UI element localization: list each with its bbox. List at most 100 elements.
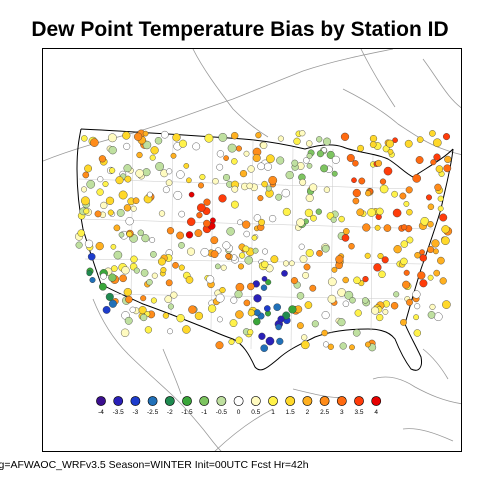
station-marker [138,306,147,315]
station-marker [288,305,297,314]
station-marker [261,260,269,269]
station-marker [185,231,194,239]
station-marker [230,296,238,304]
station-marker [253,214,262,222]
station-marker [374,224,381,231]
station-marker [235,282,245,292]
legend-tick-label: -1.5 [181,409,193,416]
station-marker [426,194,433,201]
station-marker [339,342,347,350]
station-marker [239,252,246,259]
station-marker [416,136,424,143]
station-marker [86,270,93,277]
station-marker [381,256,389,264]
station-marker [302,271,309,279]
station-marker [390,302,399,310]
station-marker [166,227,175,235]
station-marker [81,196,90,206]
station-marker [437,256,445,265]
station-marker [296,322,304,329]
station-marker [331,170,338,177]
station-marker [383,224,392,232]
station-marker [338,215,345,223]
station-marker [140,295,147,302]
station-marker [276,156,285,165]
station-marker [90,138,99,147]
station-marker [439,277,447,285]
station-marker [115,176,124,185]
station-marker [306,140,313,147]
station-marker [275,323,282,331]
station-marker [303,263,311,271]
station-marker [178,210,185,218]
station-marker [251,234,258,241]
station-marker [427,274,434,281]
station-marker [227,143,237,153]
station-marker [417,271,426,280]
station-marker [367,208,376,217]
station-marker [362,297,369,304]
station-marker [84,239,94,248]
station-marker [188,305,197,314]
station-marker [382,308,389,315]
station-marker [121,266,130,275]
station-marker [406,298,413,306]
station-marker [186,217,196,227]
legend-swatch [164,396,175,406]
station-marker [282,311,291,320]
station-marker [371,306,380,315]
station-marker [373,263,382,272]
station-marker [337,318,346,327]
station-marker [84,164,92,173]
station-marker [364,341,371,348]
station-marker [320,164,328,173]
station-marker [133,267,140,274]
station-marker [176,231,185,240]
station-marker [265,279,272,286]
station-marker [178,241,185,249]
station-marker [210,236,219,245]
station-marker [142,168,151,177]
station-marker [323,186,331,193]
station-marker [344,290,354,300]
station-marker [364,252,371,259]
station-marker [277,135,284,142]
station-marker [212,177,219,185]
station-marker [98,155,107,163]
station-marker [263,162,272,171]
station-marker [309,284,317,292]
station-marker [356,208,365,217]
station-marker [281,188,291,198]
legend-tick-label: 1 [271,409,275,416]
station-marker [441,225,450,234]
legend-tick-label: 4 [374,409,378,416]
station-marker [400,318,407,326]
station-marker [102,180,109,187]
station-marker [216,316,223,323]
station-marker [203,198,211,206]
station-marker [327,277,337,287]
station-marker [419,279,428,288]
station-marker [342,276,349,284]
station-marker [200,247,210,257]
station-marker [402,280,411,289]
station-marker [309,183,318,192]
station-marker [353,276,361,285]
station-marker [186,247,195,256]
station-marker [431,239,440,248]
station-marker [140,269,149,277]
station-marker [377,252,384,259]
station-marker [306,153,313,159]
station-marker [357,144,364,152]
station-marker [327,343,334,350]
station-marker [170,152,177,159]
station-marker [346,153,355,162]
station-marker [170,291,178,299]
station-marker [226,227,235,236]
station-marker [140,313,148,322]
station-marker [291,159,299,167]
station-marker [296,292,305,300]
station-marker [437,195,444,202]
station-marker [108,146,117,155]
map-frame: -4 -3.5 -3 -2.5 -2 -1.5 -1 -0.5 0 0.5 1 1.5 2 2.5 3 3.5… [42,48,462,452]
